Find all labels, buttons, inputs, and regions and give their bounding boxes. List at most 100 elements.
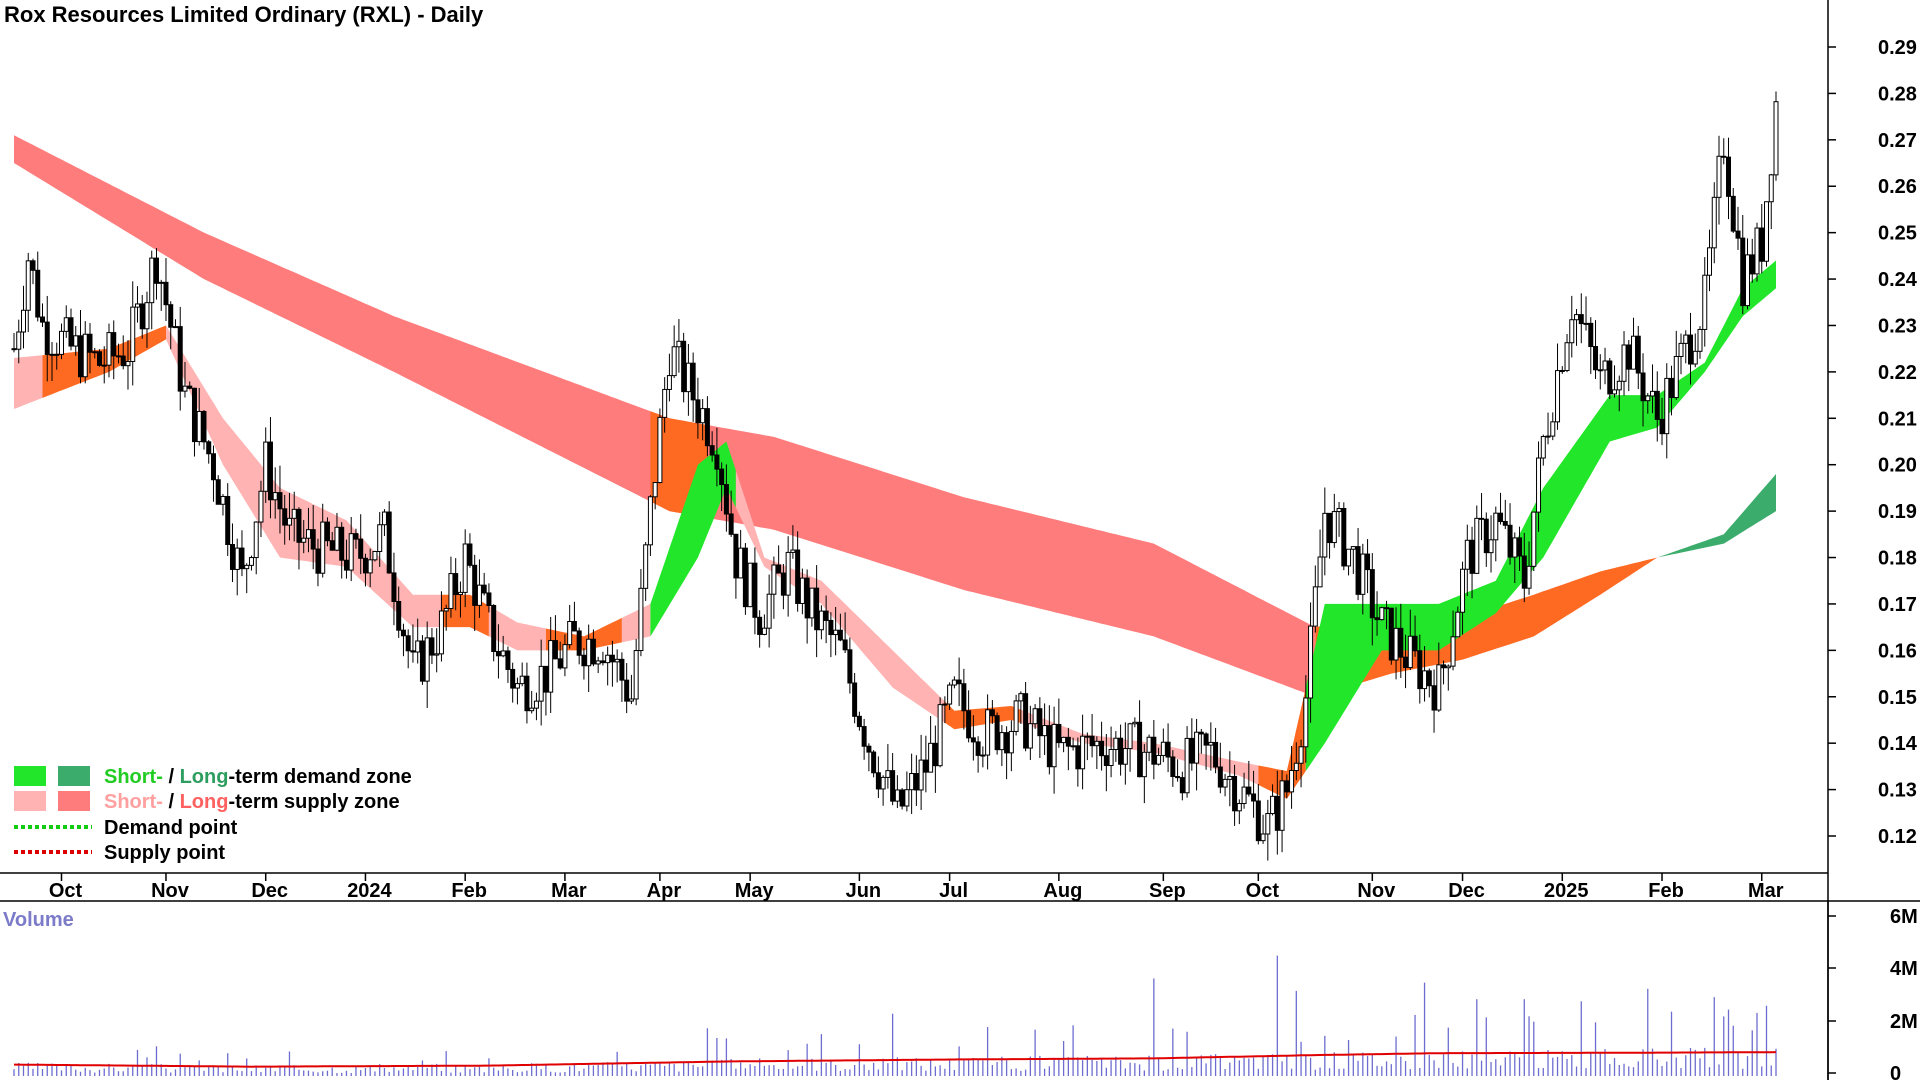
candle — [1707, 229, 1713, 292]
candle — [1688, 312, 1694, 385]
candle — [1431, 669, 1437, 733]
candle — [1626, 339, 1632, 392]
legend-short-demand-swatch — [14, 766, 46, 786]
candle — [1631, 317, 1637, 370]
candle — [1175, 759, 1181, 782]
candle — [1080, 714, 1086, 790]
candle — [704, 396, 710, 457]
candle — [833, 606, 839, 656]
price-axis-ticks: 0.29 0.28 0.27 0.26 0.25 0.24 0.23 0.22 0.21 0.20… — [1828, 37, 1918, 848]
price-tick-label: 0.19 — [1878, 501, 1917, 523]
candle — [738, 529, 744, 579]
candle — [282, 494, 288, 545]
candle — [1512, 532, 1518, 584]
candle — [30, 258, 36, 285]
candle — [514, 677, 520, 705]
candle — [35, 251, 41, 322]
candle — [894, 775, 900, 809]
candle — [818, 605, 824, 640]
candle — [1692, 333, 1698, 368]
price-tick-label: 0.28 — [1878, 83, 1917, 105]
candle — [552, 615, 558, 660]
candle — [372, 550, 378, 562]
candle — [557, 641, 563, 670]
candle — [225, 483, 231, 557]
candle — [101, 346, 107, 384]
candle — [291, 491, 297, 542]
candle — [899, 788, 905, 810]
candle — [491, 604, 497, 662]
candle — [158, 279, 164, 311]
candle — [723, 464, 729, 532]
candle — [424, 621, 430, 709]
candle — [11, 333, 17, 353]
candle — [500, 635, 506, 658]
candle — [1360, 543, 1366, 615]
candle — [1436, 642, 1442, 712]
price-candles — [11, 91, 1779, 861]
candle — [785, 536, 791, 617]
legend-short-supply-swatch — [14, 791, 46, 811]
candle — [1488, 515, 1494, 573]
candle — [1393, 607, 1399, 680]
candle — [1165, 723, 1171, 773]
candle — [320, 503, 326, 578]
candle — [647, 494, 653, 556]
candle — [68, 308, 74, 351]
candle — [1602, 347, 1608, 385]
candle — [1583, 296, 1589, 331]
short-term-band-supply-8 — [735, 470, 945, 723]
candle — [177, 306, 183, 411]
candle — [1260, 814, 1266, 844]
candle — [172, 319, 178, 329]
candle — [1170, 750, 1176, 787]
candle — [742, 543, 748, 615]
candle — [481, 572, 487, 596]
candle — [880, 775, 886, 806]
candle — [1127, 722, 1133, 772]
volume-label: Volume — [3, 909, 74, 931]
candle — [1070, 737, 1076, 751]
candle — [909, 753, 915, 814]
candle — [1412, 615, 1418, 657]
candle — [20, 285, 26, 349]
candle — [339, 522, 345, 579]
candle — [1027, 705, 1033, 761]
candle — [1678, 333, 1684, 375]
candle — [410, 624, 416, 663]
candle — [1407, 609, 1413, 671]
legend-demand-rest: -term demand zone — [228, 766, 411, 788]
candle — [168, 301, 174, 350]
short-term-band-supply-0 — [14, 355, 43, 409]
candle — [453, 558, 459, 611]
candle — [842, 612, 848, 654]
candle — [144, 291, 150, 348]
legend-long-supply-swatch — [58, 791, 90, 811]
candle — [1312, 565, 1318, 633]
candle — [1493, 506, 1499, 562]
volume-tick-label: 4M — [1890, 958, 1918, 980]
candle — [1521, 532, 1527, 603]
candle — [1450, 610, 1456, 671]
candle — [1550, 412, 1556, 441]
candle — [795, 531, 801, 612]
candle — [358, 514, 364, 575]
candle — [267, 417, 273, 519]
candle — [771, 556, 777, 619]
candle — [457, 581, 463, 618]
candle — [301, 520, 307, 554]
price-tick-label: 0.12 — [1878, 826, 1917, 848]
candle — [1284, 774, 1290, 799]
candle — [1213, 727, 1219, 774]
candle — [73, 326, 79, 356]
price-tick-label: 0.20 — [1878, 455, 1917, 477]
candle — [1754, 222, 1760, 282]
candle — [961, 668, 967, 730]
candle — [134, 286, 140, 323]
candle — [643, 541, 649, 601]
chart-title: Rox Resources Limited Ordinary (RXL) - D… — [4, 2, 484, 27]
candle — [324, 517, 330, 547]
candle — [443, 604, 449, 631]
time-tick-label: Dec — [1448, 880, 1485, 902]
